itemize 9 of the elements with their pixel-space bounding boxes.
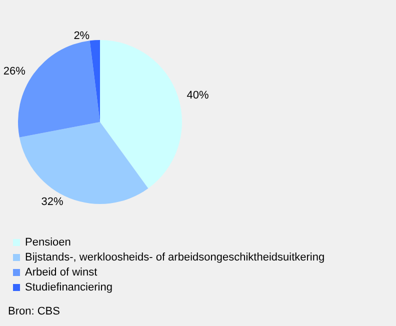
- data-label: 26%: [3, 65, 26, 78]
- legend-label: Pensioen: [25, 236, 71, 248]
- legend-label: Bijstands-, werkloosheids- of arbeidsongeschiktheidsuitkering: [25, 252, 325, 264]
- legend-label: Arbeid of winst: [25, 266, 98, 278]
- data-label: 2%: [74, 30, 90, 42]
- legend-label: Studiefinanciering: [25, 282, 112, 294]
- text: Bron: CBS: [8, 306, 60, 318]
- data-label: 40%: [186, 89, 210, 102]
- data-label: 32%: [41, 196, 64, 208]
